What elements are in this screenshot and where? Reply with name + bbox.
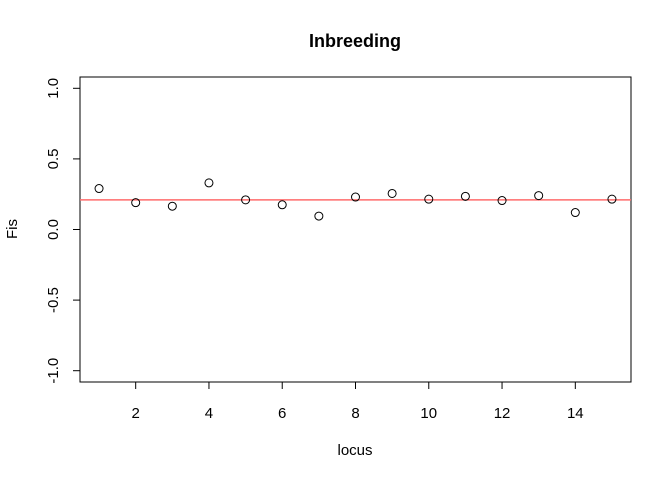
x-tick-label: 8 xyxy=(351,405,359,422)
data-point xyxy=(387,188,397,198)
chart-title: Inbreeding xyxy=(309,31,401,51)
data-point xyxy=(167,201,177,211)
data-point xyxy=(460,191,470,201)
x-tick-label: 14 xyxy=(567,405,584,422)
x-tick-label: 6 xyxy=(278,405,286,422)
data-point xyxy=(534,191,544,201)
x-tick-label: 2 xyxy=(132,405,140,422)
y-tick-label: -0.5 xyxy=(45,287,62,313)
data-point xyxy=(351,192,360,202)
data-point xyxy=(570,208,580,218)
data-point xyxy=(497,196,507,206)
data-point xyxy=(277,200,287,210)
y-tick-label: 1.0 xyxy=(45,78,62,99)
x-tick-label: 4 xyxy=(205,405,213,422)
x-axis-label: locus xyxy=(337,442,372,459)
y-tick-label: 0.5 xyxy=(45,148,62,169)
data-points xyxy=(94,178,617,221)
data-point xyxy=(607,194,617,204)
data-point xyxy=(241,195,251,205)
x-tick-label: 10 xyxy=(420,405,437,422)
data-point xyxy=(131,198,141,208)
x-axis: 2 4 6 8 10 12 14 xyxy=(132,382,584,422)
plot-frame xyxy=(79,76,632,383)
y-axis: -1.0 -0.5 0.0 0.5 1.0 xyxy=(45,78,80,384)
data-point xyxy=(424,194,434,204)
y-tick-label: -1.0 xyxy=(45,358,62,384)
x-tick-label: 12 xyxy=(494,405,511,422)
y-axis-label: Fis xyxy=(4,219,21,239)
data-point xyxy=(94,184,104,194)
data-point xyxy=(204,178,214,188)
y-tick-label: 0.0 xyxy=(45,219,62,240)
data-point xyxy=(314,211,324,221)
